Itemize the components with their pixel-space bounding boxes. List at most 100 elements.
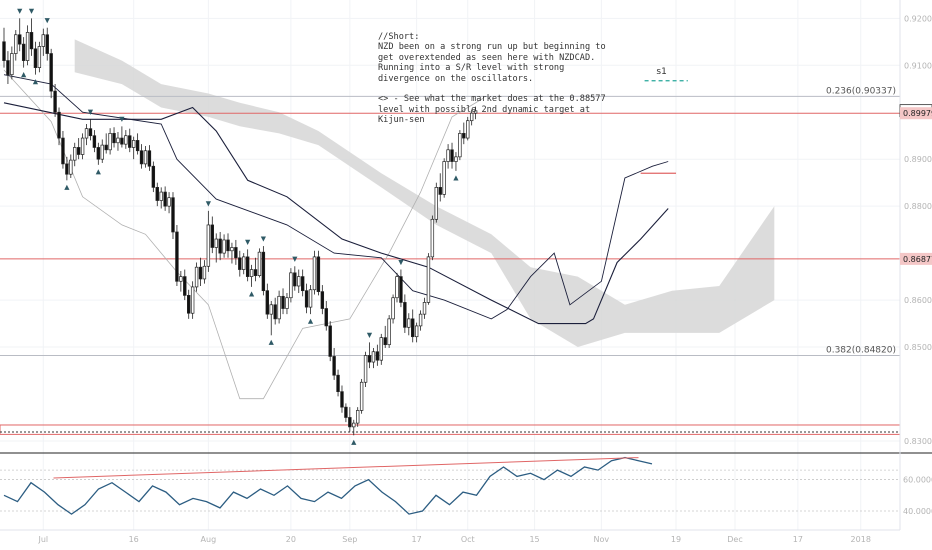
x-tick-label: 19 [671, 535, 681, 544]
candle-body-down [261, 251, 266, 292]
candle [155, 182, 159, 207]
rsi-line [3, 456, 653, 515]
candle [352, 419, 356, 436]
candle-body-up [100, 144, 104, 160]
candle [308, 285, 313, 315]
candle-body-down [304, 290, 309, 308]
candle [187, 289, 191, 319]
note-line [378, 84, 608, 94]
candle [222, 234, 226, 258]
candle-body-up [69, 159, 73, 175]
candle [61, 131, 65, 169]
candle [41, 28, 46, 56]
fractal-up-marker [17, 8, 23, 14]
candle [383, 325, 387, 348]
candle-body-down [273, 304, 277, 320]
candle-body-up [80, 137, 85, 155]
candle-body-up [395, 276, 399, 299]
candle-body-up [73, 147, 77, 161]
candle [438, 173, 442, 202]
candle-body-up [167, 197, 171, 207]
candle [430, 215, 435, 261]
candle [273, 297, 277, 325]
candle-body-up [124, 135, 128, 145]
candle [466, 116, 470, 141]
fractal-up-marker [398, 259, 404, 266]
candle [112, 127, 116, 148]
candle [218, 231, 222, 261]
candle-body-down [462, 133, 466, 139]
candle-body-up [430, 218, 435, 258]
candle-body-up [458, 133, 462, 158]
candle-body-up [473, 110, 478, 114]
candle [418, 310, 423, 331]
candle-body-down [253, 269, 258, 277]
trade-note: //Short: NZD been on a strong run up but … [378, 32, 608, 126]
candle [226, 233, 230, 258]
x-tick-label: 20 [286, 535, 296, 544]
candle [37, 41, 42, 73]
candle [171, 192, 175, 240]
candle [450, 142, 454, 169]
candle-body-up [356, 410, 360, 424]
candle-body-down [218, 238, 222, 254]
candle [29, 18, 34, 56]
candle-body-down [403, 302, 407, 328]
candle-body-down [163, 191, 167, 207]
fractal-up-marker [292, 256, 298, 262]
candle-body-up [131, 140, 136, 148]
candle [324, 301, 328, 331]
candle-body-up [116, 137, 120, 144]
candle [414, 322, 419, 343]
candle [371, 347, 376, 369]
candle-body-down [316, 256, 321, 292]
candle [135, 133, 140, 155]
candle-body-up [202, 265, 207, 280]
candle-body-up [143, 150, 148, 165]
candle-body-up [222, 239, 226, 254]
x-tick-label: Dec [727, 535, 742, 544]
candle [379, 333, 383, 365]
candle [143, 146, 148, 168]
candle [462, 122, 466, 145]
candle-body-up [379, 337, 383, 361]
candle [265, 283, 270, 319]
candle-body-down [151, 165, 156, 188]
candle-body-up [269, 304, 273, 315]
candle [33, 41, 38, 75]
candle [167, 192, 171, 214]
candle [14, 30, 18, 61]
candle [403, 294, 407, 333]
candle [131, 136, 136, 160]
candle-body-up [297, 276, 301, 287]
candle [194, 262, 199, 292]
candle [344, 403, 348, 423]
level-price-label: 0.86877 [903, 255, 932, 264]
candle [10, 46, 14, 80]
candle-body-up [359, 381, 364, 411]
candle [304, 283, 309, 314]
candle [214, 233, 218, 263]
support-zone [0, 424, 901, 435]
fractal-down-marker [351, 439, 357, 445]
candle-body-down [450, 149, 454, 162]
level-price-box [900, 252, 932, 265]
fractal-up-marker [44, 18, 50, 24]
note-line: level with possible 2nd dynamic target a… [378, 104, 591, 115]
candle-body-up [289, 272, 293, 299]
candle [407, 313, 411, 336]
rsi-tick-label: 60.0000 [903, 476, 932, 485]
candle-body-down [324, 308, 328, 327]
candle-body-down [336, 374, 340, 392]
candle-body-up [442, 161, 446, 195]
note-line: Running into a S/R level with strong [378, 63, 565, 74]
candle [285, 293, 289, 315]
candle-body-up [414, 325, 419, 338]
candle-body-up [446, 149, 450, 162]
candle-body-down [175, 231, 179, 282]
candle-body-up [214, 238, 218, 248]
candle [249, 264, 254, 287]
candle [104, 133, 108, 154]
